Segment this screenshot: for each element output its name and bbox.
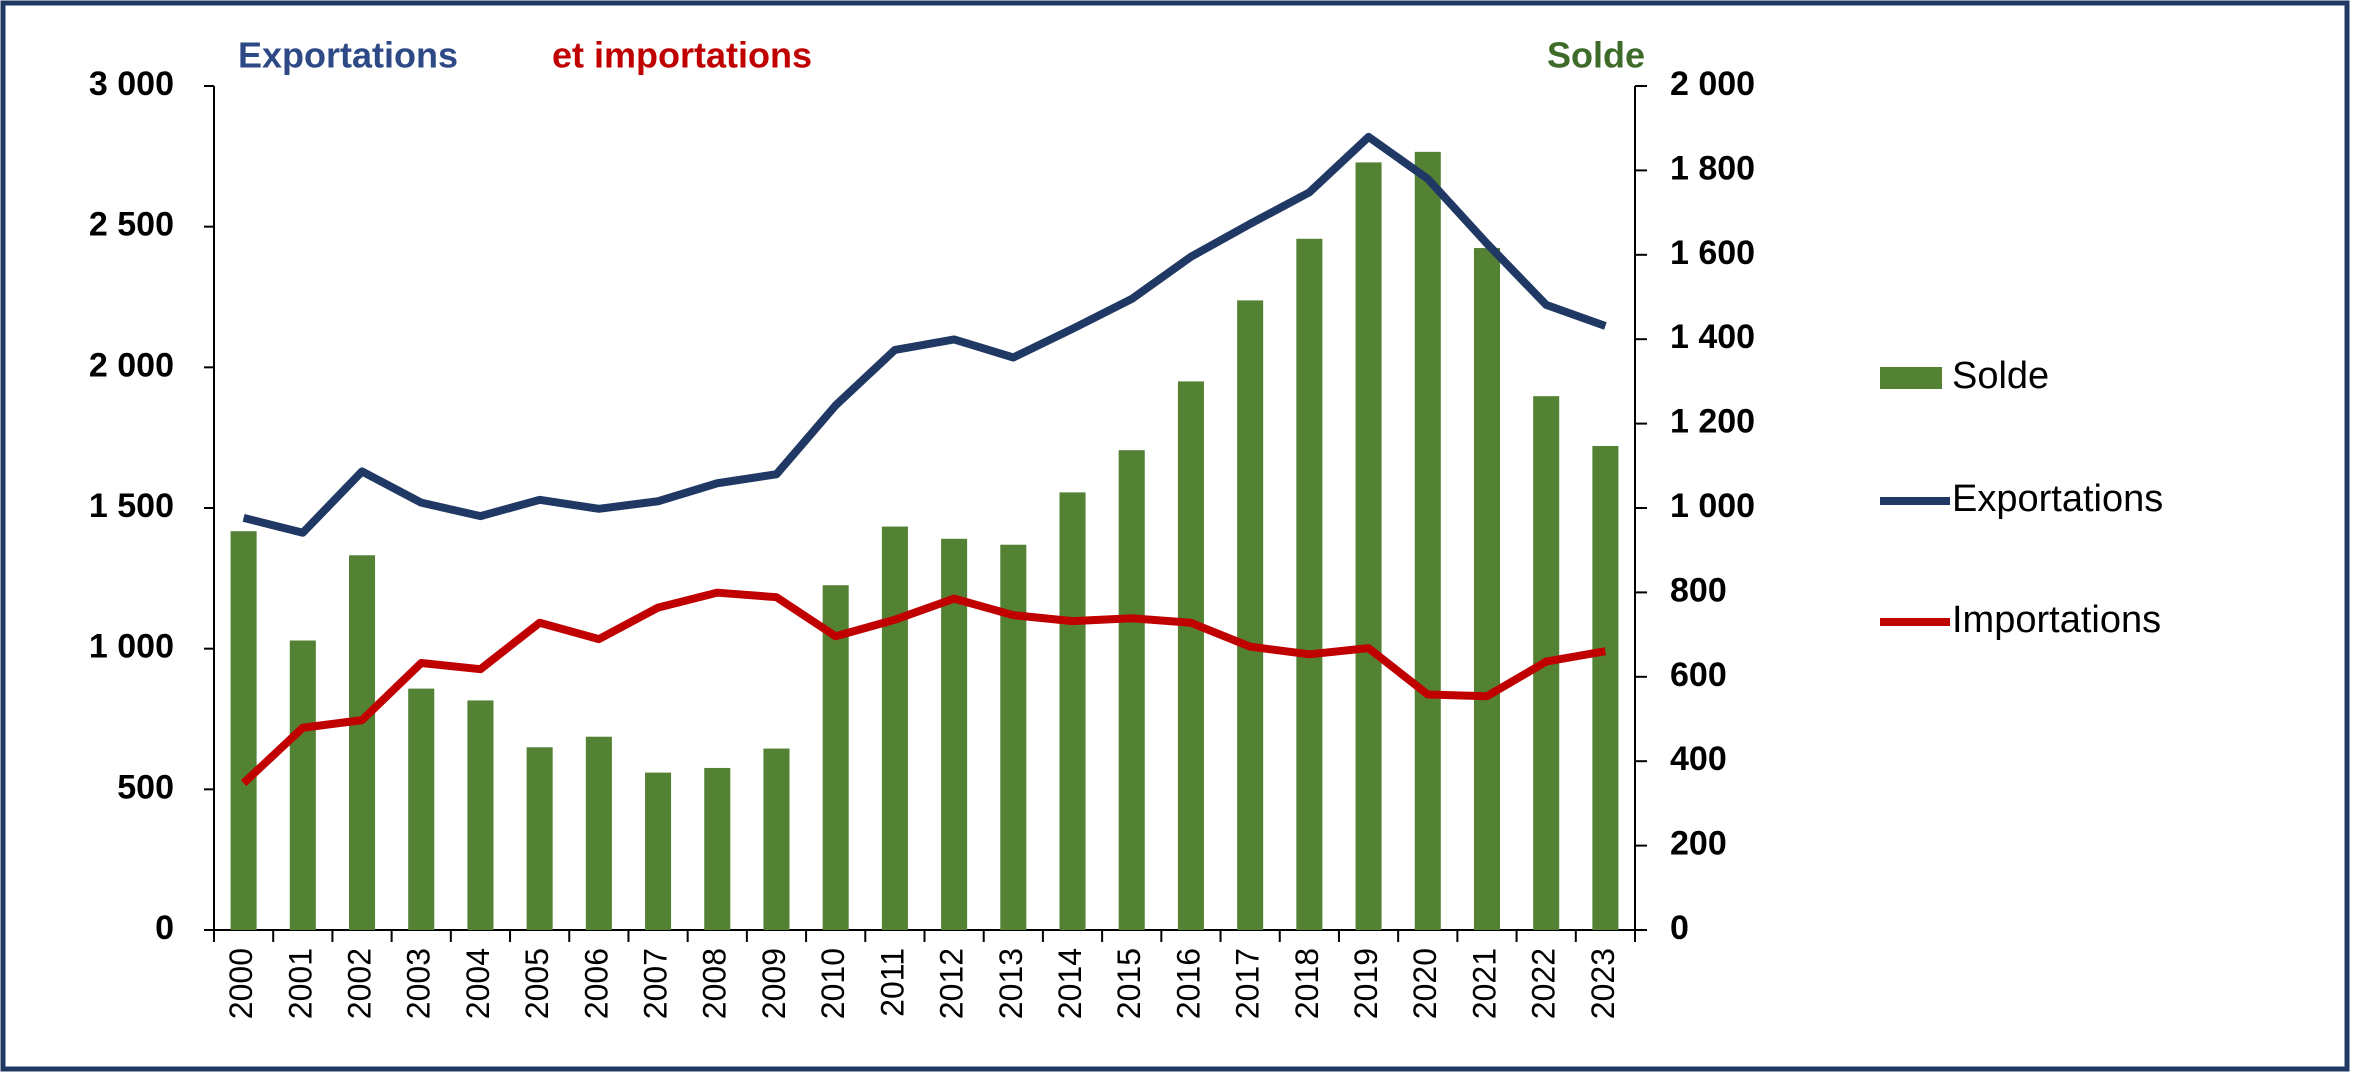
bar <box>1592 445 1619 930</box>
y2-tick-label: 1 800 <box>1670 149 1755 187</box>
x-tick-label: 2023 <box>1585 948 1621 1019</box>
bar <box>1059 492 1086 930</box>
x-tick-label: 2007 <box>638 948 674 1019</box>
bar <box>467 700 494 930</box>
annotation: et importations <box>552 35 812 76</box>
x-tick-label: 2002 <box>341 948 377 1019</box>
x-tick-label: 2001 <box>282 948 318 1019</box>
y2-tick-label: 200 <box>1670 825 1727 863</box>
y2-tick-label: 800 <box>1670 571 1727 609</box>
y2-tick-label: 1 400 <box>1670 318 1755 356</box>
x-tick-label: 2012 <box>934 948 970 1019</box>
x-tick-label: 2005 <box>519 948 555 1019</box>
x-tick-label: 2021 <box>1466 948 1502 1019</box>
line <box>240 588 1607 787</box>
x-tick-label: 2020 <box>1407 948 1443 1019</box>
bar <box>1237 300 1264 931</box>
y2-tick-label: 2 000 <box>1670 65 1755 103</box>
y2-tick-label: 0 <box>1670 909 1689 947</box>
y2-tick-label: 1 200 <box>1670 403 1755 441</box>
x-tick-label: 2013 <box>993 948 1029 1019</box>
bar <box>645 772 672 930</box>
y-tick-label: 1 000 <box>89 628 174 666</box>
x-tick-label: 2019 <box>1348 948 1384 1019</box>
x-tick-label: 2004 <box>460 948 496 1019</box>
y2-tick-label: 600 <box>1670 656 1727 694</box>
bar <box>1355 162 1382 930</box>
bar <box>289 640 316 930</box>
line <box>242 132 1607 537</box>
legend-label: Importations <box>1952 599 2161 641</box>
bar <box>1414 151 1441 930</box>
legend-label: Exportations <box>1952 478 2163 520</box>
annotation: Exportations <box>238 35 458 76</box>
legend-swatch <box>1880 367 1942 389</box>
y2-tick-label: 1 600 <box>1670 234 1755 272</box>
bar <box>1177 381 1204 930</box>
bar <box>526 747 553 930</box>
x-tick-label: 2016 <box>1170 948 1206 1019</box>
bar <box>585 736 612 930</box>
x-tick-label: 2008 <box>697 948 733 1019</box>
annotation: Solde <box>1547 35 1645 76</box>
y-tick-label: 500 <box>117 768 174 806</box>
bar <box>822 585 849 930</box>
bar <box>408 688 435 930</box>
y-tick-label: 3 000 <box>89 65 174 103</box>
y-tick-label: 2 500 <box>89 206 174 244</box>
y2-tick-label: 1 000 <box>1670 487 1755 525</box>
x-tick-label: 2009 <box>756 948 792 1019</box>
bar <box>1000 544 1027 930</box>
y-tick-label: 2 000 <box>89 346 174 384</box>
x-tick-label: 2006 <box>578 948 614 1019</box>
x-tick-label: 2014 <box>1052 948 1088 1019</box>
y-tick-label: 0 <box>155 909 174 947</box>
x-tick-label: 2000 <box>223 948 259 1019</box>
bar <box>881 526 908 930</box>
bar <box>763 748 790 930</box>
x-tick-label: 2010 <box>815 948 851 1019</box>
legend-label: Solde <box>1952 355 2049 397</box>
y-tick-label: 1 500 <box>89 487 174 525</box>
x-tick-label: 2018 <box>1289 948 1325 1019</box>
x-tick-label: 2015 <box>1111 948 1147 1019</box>
x-tick-label: 2017 <box>1230 948 1266 1019</box>
bar <box>348 555 376 930</box>
bar <box>230 531 257 930</box>
bar <box>1296 238 1323 930</box>
x-tick-label: 2003 <box>401 948 437 1019</box>
bar <box>1473 248 1501 931</box>
bar <box>704 767 731 930</box>
bar <box>1118 450 1145 930</box>
x-tick-label: 2022 <box>1526 948 1562 1019</box>
x-tick-label: 2011 <box>874 948 910 1017</box>
y2-tick-label: 400 <box>1670 740 1727 778</box>
